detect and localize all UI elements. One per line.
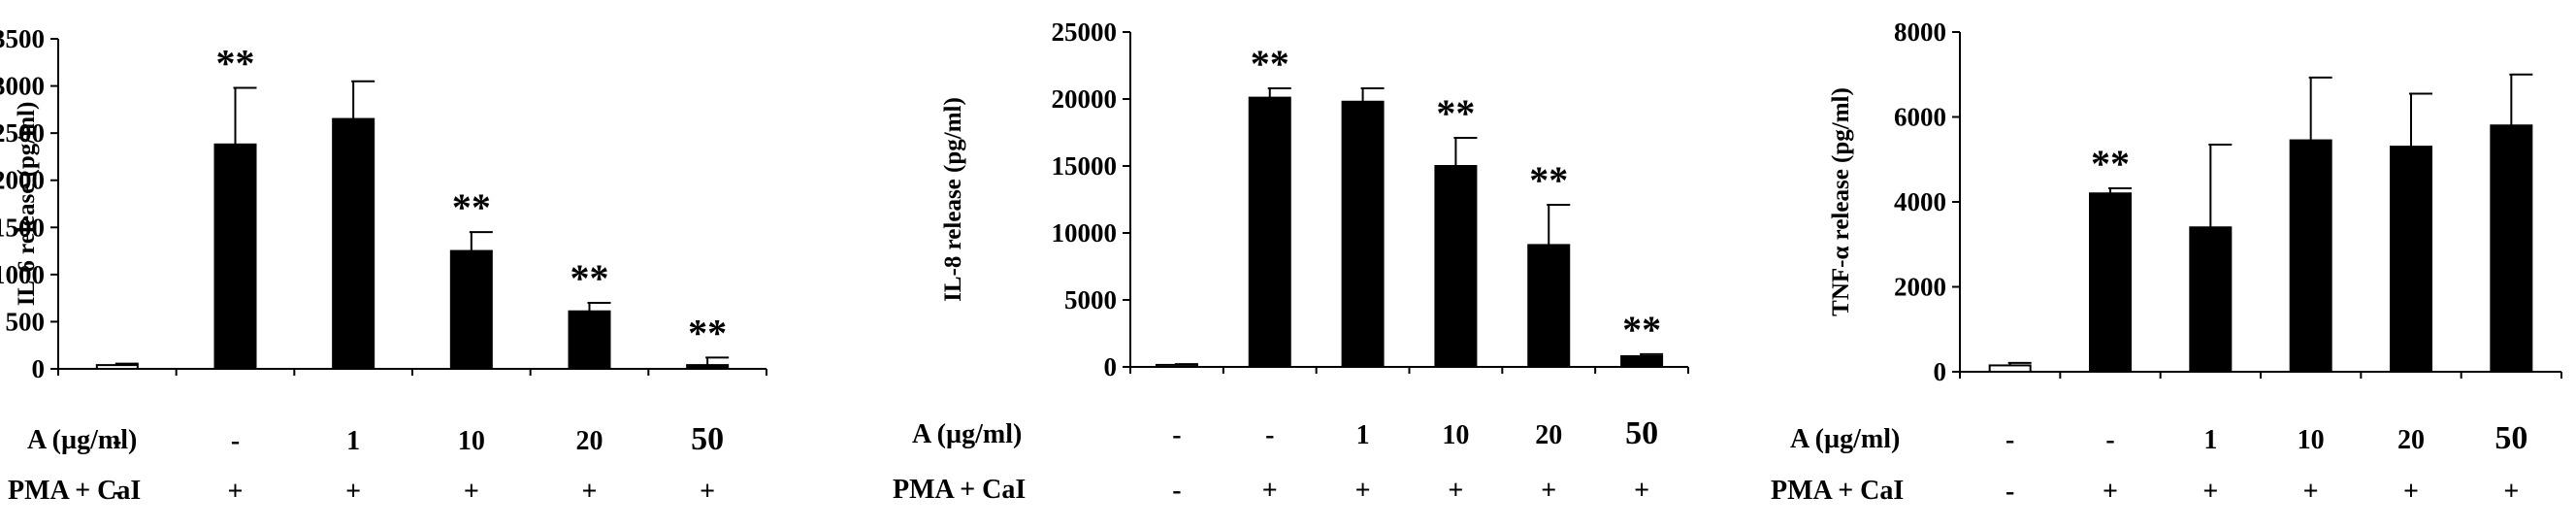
significance-marker: ** (1529, 158, 1568, 202)
pma-status-label: + (1355, 476, 1371, 506)
y-tick-label: 0 (32, 354, 46, 383)
a-dose-label: 1 (1356, 420, 1370, 450)
y-tick-label: 0 (1934, 357, 1947, 386)
pma-status-label: - (2005, 477, 2014, 507)
a-dose-label: - (231, 426, 240, 456)
pma-status-label: + (1262, 476, 1278, 506)
pma-status-label: + (2403, 477, 2419, 507)
pma-status-label: - (1172, 476, 1181, 506)
pma-status-label: + (2503, 477, 2519, 507)
y-tick-label: 0 (1104, 352, 1118, 381)
bar (1988, 364, 2032, 373)
significance-marker: ** (1251, 42, 1289, 85)
row-label-a: A (µg/ml) (27, 425, 137, 455)
a-dose-label: 10 (458, 426, 485, 456)
pma-status-label: + (345, 477, 361, 507)
bar (1434, 165, 1478, 368)
y-tick-label: 4000 (1894, 187, 1946, 216)
y-tick-label: 2000 (1894, 273, 1946, 302)
y-tick-label: 500 (6, 307, 46, 336)
a-dose-label: 20 (1535, 420, 1562, 450)
y-tick-label: 25000 (1052, 17, 1118, 47)
significance-marker: ** (2091, 142, 2130, 185)
y-tick-label: 5000 (1064, 285, 1117, 314)
y-tick-label: 3000 (0, 72, 45, 101)
y-tick-label: 6000 (1894, 103, 1946, 132)
y-tick-label: 15000 (1052, 151, 1118, 181)
pma-status-label: + (2303, 477, 2319, 507)
y-tick-label: 8000 (1894, 17, 1946, 47)
bar (568, 310, 611, 370)
significance-marker: ** (1622, 308, 1661, 351)
a-dose-label: - (2105, 425, 2114, 455)
pma-status-label: + (582, 477, 598, 507)
bar (332, 117, 375, 370)
a-dose-label: 10 (1442, 420, 1469, 450)
y-tick-label: 1500 (0, 213, 45, 242)
y-tick-label: 2000 (0, 166, 45, 195)
bar (1155, 363, 1198, 368)
a-dose-label: - (2005, 425, 2014, 455)
bar (1620, 354, 1664, 368)
a-dose-label: 1 (2203, 425, 2217, 455)
a-dose-label: 50 (1625, 415, 1658, 451)
pma-status-label: + (2202, 477, 2218, 507)
y-axis-label: IL-6 release (pg/ml) (14, 102, 40, 307)
bar (2390, 146, 2432, 373)
a-dose-label: 20 (2397, 425, 2425, 455)
significance-marker: ** (216, 42, 255, 85)
bar (2089, 192, 2132, 373)
y-tick-label: 20000 (1052, 84, 1118, 114)
row-label-pma: PMA + CaI (8, 476, 141, 506)
row-label-a: A (µg/ml) (912, 419, 1022, 449)
pma-status-label: + (464, 477, 479, 507)
bar (95, 364, 139, 371)
bar (449, 249, 493, 371)
a-dose-label: 50 (691, 421, 724, 457)
bar (213, 143, 257, 370)
bar (1248, 96, 1291, 369)
bar (2289, 139, 2332, 373)
pma-status-label: - (113, 477, 121, 507)
a-dose-label: - (1172, 420, 1181, 450)
pma-status-label: + (228, 477, 244, 507)
bar (1527, 244, 1571, 368)
bar (2490, 124, 2533, 373)
row-label-pma: PMA + CaI (1771, 476, 1904, 506)
y-axis-label: TNF-α release (pg/ml) (1828, 87, 1854, 316)
a-dose-label: - (1265, 420, 1274, 450)
row-label-pma: PMA + CaI (893, 475, 1026, 505)
y-tick-label: 2500 (0, 118, 45, 148)
a-dose-label: - (113, 426, 121, 456)
significance-marker: ** (688, 311, 727, 354)
y-tick-label: 10000 (1052, 218, 1118, 248)
pma-status-label: + (1448, 476, 1463, 506)
y-tick-label: 3500 (0, 24, 45, 53)
pma-status-label: + (1541, 476, 1556, 506)
pma-status-label: + (700, 477, 715, 507)
y-axis-label: IL-8 release (pg/ml) (940, 97, 966, 302)
pma-status-label: + (1634, 476, 1649, 506)
row-label-a: A (µg/ml) (1790, 424, 1900, 454)
significance-marker: ** (571, 256, 609, 300)
a-dose-label: 10 (2298, 425, 2325, 455)
a-dose-label: 50 (2494, 420, 2527, 456)
bar (2189, 226, 2233, 373)
a-dose-label: 1 (346, 426, 360, 456)
bar (1341, 100, 1385, 368)
significance-marker: ** (452, 185, 491, 229)
y-tick-label: 1000 (0, 260, 45, 289)
significance-marker: ** (1436, 91, 1475, 135)
pma-status-label: + (2103, 477, 2118, 507)
a-dose-label: 20 (576, 426, 603, 456)
bar (686, 364, 730, 371)
